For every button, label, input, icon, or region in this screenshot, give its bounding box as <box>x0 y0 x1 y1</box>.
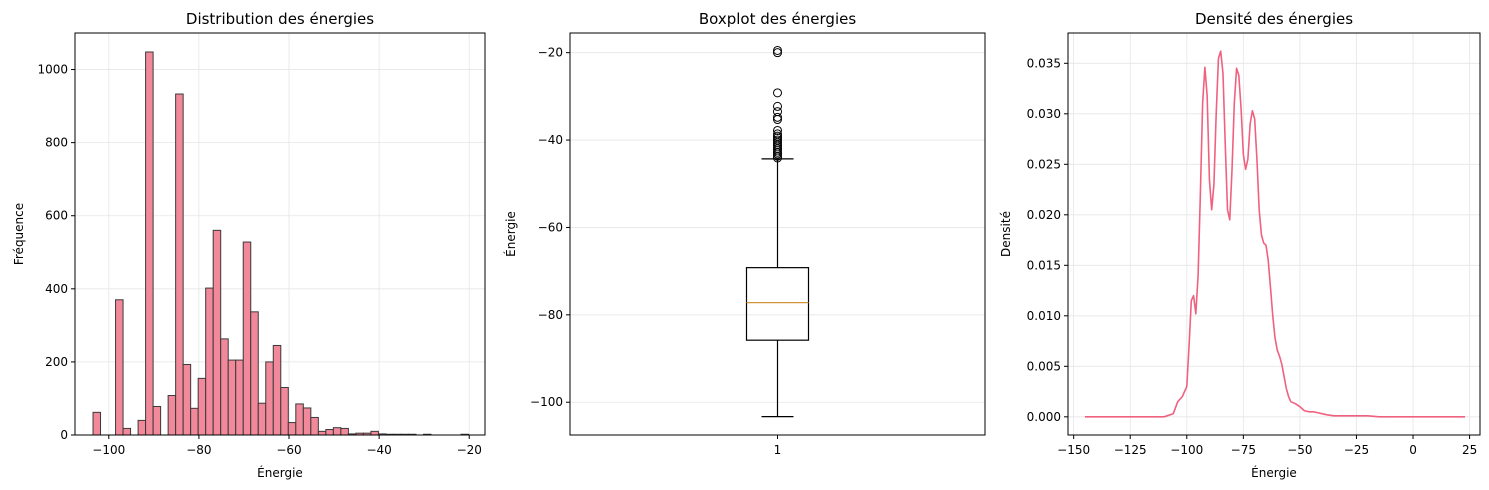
y-tick-label: −80 <box>538 308 563 322</box>
outlier-point <box>773 48 782 58</box>
axes-frame <box>74 32 486 436</box>
y-tick-label: 0.025 <box>1027 157 1061 171</box>
histogram-bar <box>115 299 124 436</box>
y-axis-label: Fréquence <box>12 203 26 265</box>
x-tick-label: −125 <box>1114 443 1147 457</box>
histogram-bar <box>197 377 207 436</box>
y-tick-label: −20 <box>538 46 563 60</box>
y-tick-label: 800 <box>45 136 68 150</box>
histogram-bar <box>227 359 237 436</box>
x-tick-label: −100 <box>92 443 125 457</box>
histogram-bar <box>250 311 259 436</box>
chart-title: Distribution des énergies <box>186 10 374 28</box>
histogram-bar <box>220 338 229 436</box>
chart-panel-1: −100 −80 −60 −40 −20 0 200 400 600 800 1000 Distrib… <box>12 10 486 480</box>
histogram-bar <box>92 411 102 436</box>
x-tick-label: −150 <box>1057 443 1090 457</box>
y-tick-label: 600 <box>45 209 68 223</box>
chart-title: Densité des énergies <box>1195 10 1353 28</box>
histogram-bar <box>212 229 222 436</box>
box <box>745 267 810 341</box>
histogram-bar <box>122 427 132 436</box>
histogram-bar <box>265 361 274 436</box>
histogram-bar <box>235 359 244 436</box>
histogram-bar <box>310 416 319 436</box>
x-tick-label: −20 <box>457 443 482 457</box>
x-axis-label: Énergie <box>1251 465 1297 480</box>
outlier-point <box>773 125 782 135</box>
x-axis-label: Énergie <box>257 465 303 480</box>
y-tick-label: 200 <box>45 355 68 369</box>
y-tick-label: 0.015 <box>1027 258 1061 272</box>
histogram-bar <box>205 287 214 436</box>
x-tick-label: −75 <box>1231 443 1256 457</box>
outlier-point <box>773 45 782 55</box>
histogram-bar <box>340 427 349 436</box>
x-tick-label: −60 <box>276 443 301 457</box>
histogram-bar <box>287 422 297 436</box>
histogram-bar <box>272 344 282 436</box>
histogram-bar <box>325 429 334 436</box>
y-tick-label: −100 <box>530 395 563 409</box>
density-line <box>1084 50 1466 418</box>
y-axis-label: Densité <box>999 211 1013 257</box>
y-tick-label: 0 <box>60 428 68 442</box>
axes-frame <box>1067 32 1481 436</box>
x-tick-label: −25 <box>1344 443 1369 457</box>
histogram-bar <box>167 395 177 436</box>
y-tick-label: −60 <box>538 220 563 234</box>
y-tick-label: 400 <box>45 282 68 296</box>
x-tick-label: −40 <box>366 443 391 457</box>
y-tick-label: 0.030 <box>1027 107 1061 121</box>
histogram-bar <box>182 363 192 436</box>
outlier-point <box>773 112 782 122</box>
y-tick-label: 0.005 <box>1027 359 1061 373</box>
chart-panel-3: −150 −125 −100 −75 −50 −25 0 25 0.000 0.005 0.010 0… <box>999 10 1481 480</box>
y-tick-label: 0.010 <box>1027 309 1061 323</box>
histogram-bar <box>280 386 289 436</box>
y-axis-label: Énergie <box>503 211 518 257</box>
outlier-point <box>773 153 782 163</box>
chart-panel-2: 1 −100 −80 −60 −40 −20 Boxplot des énergies Éne… <box>503 10 986 457</box>
histogram-bar <box>152 405 162 436</box>
histogram-bar <box>145 51 154 436</box>
outlier-point <box>773 149 782 159</box>
histogram-bar <box>317 430 327 436</box>
histogram-bar <box>332 427 342 436</box>
histogram-bar <box>137 419 147 436</box>
histogram-bar <box>175 93 184 436</box>
y-tick-label: 1000 <box>37 63 68 77</box>
x-tick-label: −50 <box>1287 443 1312 457</box>
y-tick-label: 0.035 <box>1027 56 1061 70</box>
y-tick-label: 0.000 <box>1027 410 1061 424</box>
x-tick-label: 0 <box>1409 443 1417 457</box>
x-tick-label: 25 <box>1462 443 1477 457</box>
histogram-bar <box>295 403 304 436</box>
outlier-point <box>773 88 782 98</box>
y-tick-label: −40 <box>538 133 563 147</box>
y-tick-label: 0.020 <box>1027 208 1061 222</box>
chart-title: Boxplot des énergies <box>699 10 857 28</box>
histogram-bar <box>370 430 379 436</box>
outlier-point <box>773 115 782 125</box>
outlier-point <box>773 101 782 111</box>
histogram-bar <box>242 241 252 436</box>
histogram-bar <box>190 407 199 436</box>
x-tick-label: −100 <box>1170 443 1203 457</box>
histogram-bar <box>302 407 312 436</box>
x-tick-label: 1 <box>774 443 782 457</box>
histogram-bar <box>257 402 267 436</box>
x-tick-label: −80 <box>186 443 211 457</box>
